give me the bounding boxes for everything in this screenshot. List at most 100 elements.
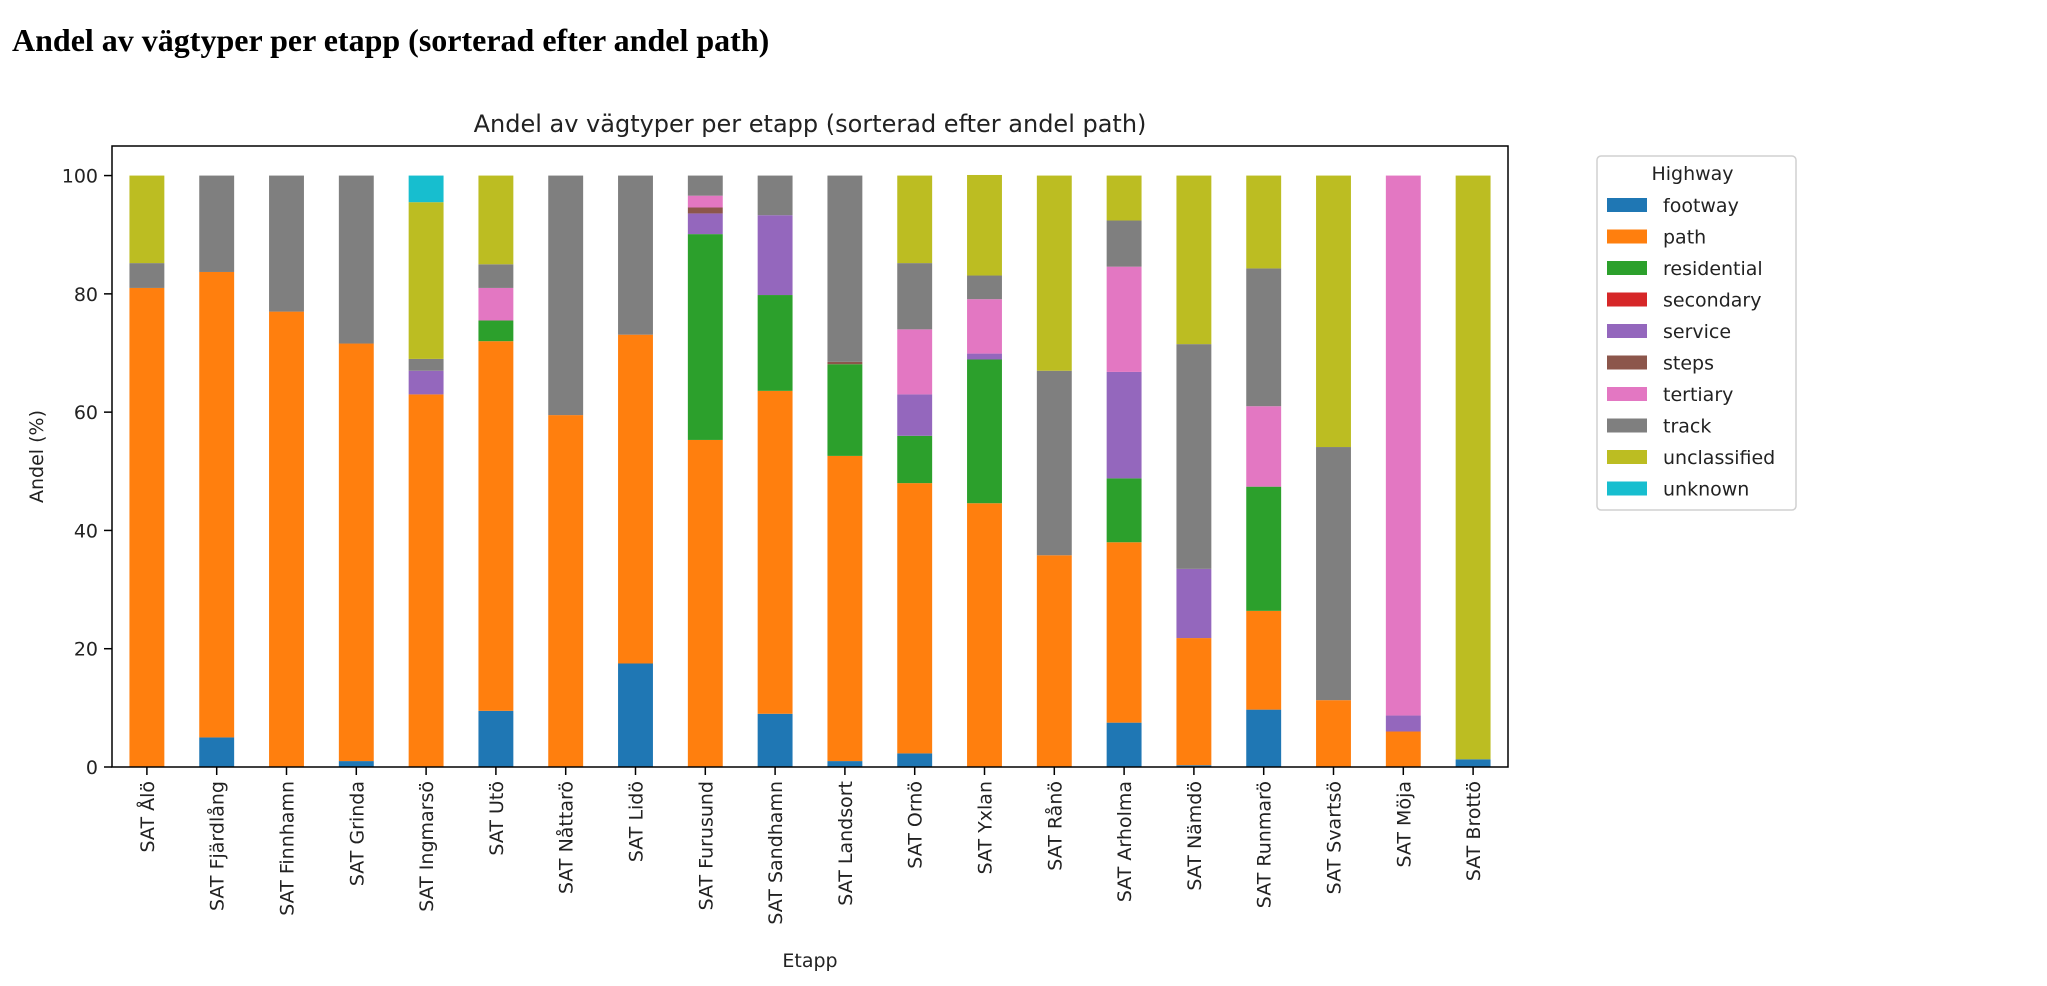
- bar-segment-track: [687, 175, 723, 196]
- x-tick-label: SAT Ornö: [905, 781, 927, 869]
- bar-segment-track: [618, 175, 653, 335]
- bar-segment-track: [478, 264, 514, 288]
- bar-segment-tertiary: [687, 195, 723, 208]
- legend-label-footway: footway: [1663, 195, 1739, 217]
- bar-segment-residential: [1246, 486, 1282, 611]
- x-tick-label: SAT Grinda: [346, 781, 368, 886]
- bar-segment-footway: [338, 761, 374, 767]
- bar-segment-track: [408, 358, 444, 371]
- bar-segment-track: [1176, 344, 1212, 569]
- bar-segment-service: [1176, 568, 1212, 639]
- x-axis-label: Etapp: [782, 950, 837, 972]
- legend-swatch-residential: [1607, 261, 1647, 275]
- bar-segment-service: [1385, 715, 1421, 732]
- bar-segment-path: [1246, 610, 1282, 710]
- bar-segment-path: [1316, 700, 1351, 767]
- bar-segment-path: [687, 439, 723, 767]
- legend-label-service: service: [1663, 321, 1731, 343]
- page-title: Andel av vägtyper per etapp (sorterad ef…: [12, 22, 770, 58]
- x-tick-label: SAT Finnhamn: [277, 781, 299, 916]
- bar-segment-footway: [478, 710, 514, 767]
- bar-segment-footway: [757, 713, 793, 767]
- bar-segment-path: [478, 341, 514, 711]
- legend-label-track: track: [1663, 416, 1711, 438]
- bar-segment-path: [199, 271, 235, 738]
- y-tick-label: 40: [74, 520, 98, 542]
- bar-segment-residential: [897, 435, 933, 484]
- bar-segment-service: [897, 394, 933, 436]
- x-tick-label: SAT Ingmarsö: [416, 781, 438, 912]
- x-tick-label: SAT Ålö: [136, 781, 159, 852]
- legend-swatch-unknown: [1607, 481, 1647, 496]
- bar-segment-residential: [1106, 478, 1142, 543]
- bar-segment-track: [269, 175, 304, 312]
- bar-segment-path: [338, 343, 374, 762]
- x-tick-label: SAT Utö: [486, 781, 508, 856]
- bar-segment-steps: [687, 207, 723, 214]
- bar-segment-track: [548, 175, 584, 416]
- legend-swatch-secondary: [1607, 292, 1647, 307]
- legend-label-residential: residential: [1663, 258, 1763, 280]
- y-tick-label: 100: [62, 166, 98, 188]
- legend-label-unclassified: unclassified: [1663, 447, 1775, 469]
- plot-frame: [111, 145, 1509, 768]
- x-tick-label: SAT Svartsö: [1324, 781, 1346, 894]
- bar-segment-track: [199, 175, 235, 272]
- y-axis: 0 20 40 60 80 100: [62, 166, 112, 779]
- bar-segment-path: [548, 415, 584, 767]
- legend-label-path: path: [1663, 227, 1706, 249]
- x-axis: SAT Ålö SAT Fjärdlång SAT Finnhamn SAT Grin…: [136, 767, 1485, 925]
- bar-segment-path: [618, 334, 653, 664]
- bar-segment-footway: [897, 753, 933, 767]
- bar-segment-track: [827, 175, 863, 362]
- bar-segment-tertiary: [1246, 406, 1282, 487]
- bar-segment-unknown: [408, 175, 444, 203]
- x-tick-label: SAT Landsort: [835, 781, 857, 906]
- bar-segment-footway: [199, 737, 235, 767]
- bar-segment-track: [338, 175, 374, 344]
- x-tick-label: SAT Runmarö: [1254, 781, 1276, 908]
- bar-segment-tertiary: [478, 287, 514, 321]
- bar-segment-unclassified: [408, 202, 444, 359]
- bar-segment-steps: [827, 361, 863, 365]
- bar-segment-path: [1036, 555, 1072, 767]
- bar-segment-track: [129, 263, 165, 288]
- bar-segment-path: [408, 394, 444, 767]
- bar-segment-unclassified: [129, 175, 165, 264]
- y-tick-label: 60: [74, 402, 98, 424]
- bar-segment-unclassified: [478, 175, 514, 265]
- y-tick-label: 80: [74, 284, 98, 306]
- bar-segment-unclassified: [1455, 175, 1491, 760]
- bar-segment-track: [1246, 268, 1282, 407]
- bar-segment-unclassified: [897, 175, 933, 264]
- legend: Highway footway path residential secondary s…: [1596, 155, 1797, 511]
- legend-swatch-service: [1607, 324, 1647, 338]
- y-tick-label: 0: [86, 757, 98, 779]
- x-tick-label: SAT Furusund: [695, 781, 717, 910]
- bar-segment-tertiary: [1106, 266, 1142, 372]
- legend-label-unknown: unknown: [1663, 479, 1749, 501]
- x-tick-label: SAT Rånö: [1043, 781, 1066, 871]
- bar-segment-track: [757, 175, 793, 216]
- bar-segment-unclassified: [1246, 175, 1282, 269]
- x-tick-label: SAT Arholma: [1114, 781, 1136, 902]
- bar-segment-residential: [967, 359, 1002, 504]
- bar-segment-service: [408, 370, 444, 395]
- bar-segment-path: [1385, 731, 1421, 767]
- bar-segment-service: [967, 353, 1002, 360]
- bar-segment-footway: [1176, 765, 1212, 767]
- x-tick-label: SAT Nämdö: [1184, 781, 1206, 891]
- bar-segment-path: [757, 390, 793, 714]
- bar-segment-service: [1106, 371, 1142, 479]
- x-tick-label: SAT Nåttarö: [555, 781, 578, 894]
- bar-segment-service: [687, 213, 723, 235]
- bar-segment-footway: [618, 663, 653, 767]
- y-tick-label: 20: [74, 639, 98, 661]
- bar-segment-tertiary: [967, 299, 1002, 354]
- legend-swatch-track: [1607, 418, 1647, 433]
- legend-label-secondary: secondary: [1663, 290, 1761, 312]
- chart-title: Andel av vägtyper per etapp (sorterad ef…: [474, 110, 1147, 138]
- x-tick-label: SAT Möja: [1393, 781, 1415, 868]
- bar-segment-path: [967, 503, 1002, 767]
